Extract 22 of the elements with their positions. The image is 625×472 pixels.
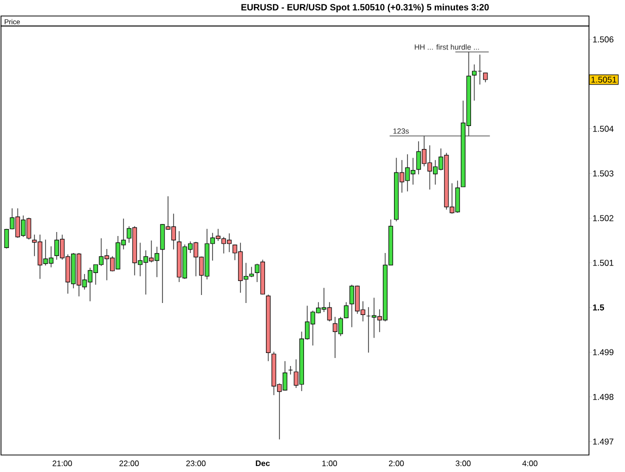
candlestick: [483, 72, 488, 83]
x-tick-label: 4:00: [522, 460, 538, 466]
x-tick-label: 23:00: [186, 460, 206, 466]
x-tick-label: 21:00: [52, 460, 72, 466]
x-tick-label: 3:00: [456, 460, 471, 466]
x-tick-label: 2:00: [388, 460, 404, 466]
candlestick: [344, 302, 349, 319]
y-tick-label: 1.504: [593, 126, 614, 132]
y-tick-label: 1.5: [593, 304, 604, 310]
annotation: 1.5051: [591, 76, 616, 83]
y-tick-label: 1.497: [593, 438, 614, 445]
y-tick-label: 1.502: [593, 215, 614, 222]
candlestick: [4, 228, 9, 249]
x-tick-label: 22:00: [119, 460, 139, 466]
y-tick-label: 1.499: [593, 349, 614, 356]
y-tick-label: 1.506: [593, 36, 614, 42]
x-tick-label: Dec: [256, 460, 270, 466]
x-tick-label: 1:00: [322, 460, 337, 466]
y-tick-label: 1.498: [593, 394, 614, 400]
chart-title: EURUSD - EUR/USD Spot 1.50510 (+0.31%) 5 minutes 3:20: [241, 4, 489, 12]
y-tick-label: 1.501: [593, 260, 614, 266]
y-tick-label: 1.503: [593, 170, 614, 176]
